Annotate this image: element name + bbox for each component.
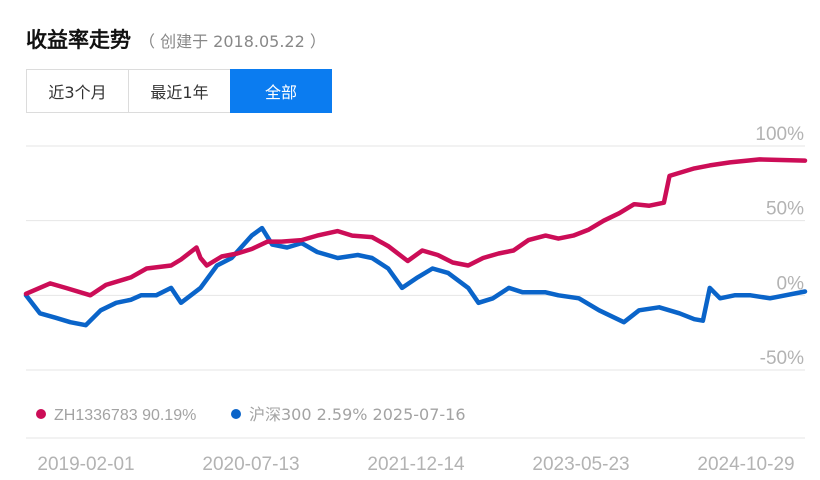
legend-dot-portfolio <box>36 409 46 419</box>
legend-label-portfolio: ZH1336783 90.19% <box>54 407 196 424</box>
x-tick-label: 2020-07-13 <box>202 454 299 475</box>
page-title: 收益率走势 <box>26 28 131 52</box>
series-line-index <box>23 225 808 328</box>
y-tick-label: 100% <box>755 124 804 145</box>
tab-all[interactable]: 全部 <box>230 69 332 113</box>
chart-header: 收益率走势 （ 创建于 2018.05.22 ） <box>26 24 326 54</box>
x-tick-label: 2019-02-01 <box>37 454 134 475</box>
x-tick-label: 2021-12-14 <box>367 454 465 475</box>
y-tick-label: 50% <box>766 199 804 220</box>
created-date: （ 创建于 2018.05.22 ） <box>139 32 326 51</box>
y-tick-label: -50% <box>760 348 804 369</box>
period-tabs: 近3个月 最近1年 全部 <box>26 69 332 113</box>
tab-1-year[interactable]: 最近1年 <box>128 69 230 113</box>
legend-label-index: 沪深300 2.59% 2025-07-16 <box>249 405 466 424</box>
x-tick-label: 2023-05-23 <box>532 454 629 475</box>
legend-dot-index <box>231 409 241 419</box>
series-line-portfolio <box>23 157 808 298</box>
x-tick-label: 2024-10-29 <box>697 454 794 475</box>
tab-3-months[interactable]: 近3个月 <box>26 69 128 113</box>
y-tick-label: 0% <box>777 273 805 294</box>
